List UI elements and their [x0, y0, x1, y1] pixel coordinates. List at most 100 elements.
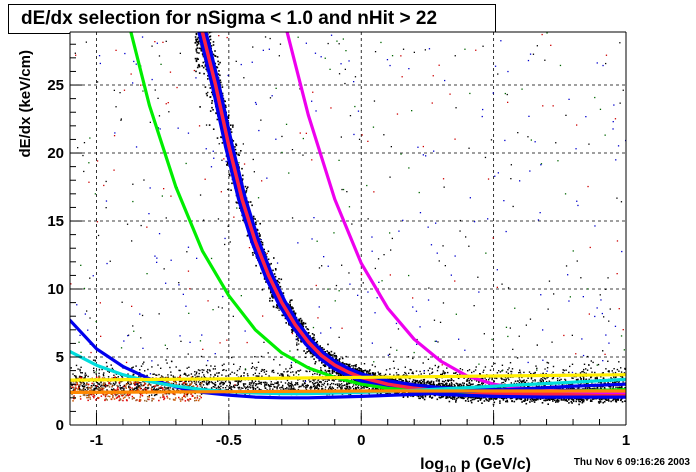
- data-point: [196, 11, 198, 13]
- data-point: [331, 369, 334, 372]
- data-point: [474, 397, 477, 400]
- data-point: [226, 161, 229, 163]
- data-point: [288, 323, 290, 326]
- data-point: [521, 401, 523, 403]
- data-point: [198, 0, 200, 1]
- data-point: [255, 223, 257, 226]
- data-point: [284, 317, 287, 320]
- data-point: [204, 18, 206, 20]
- data-point: [244, 185, 247, 188]
- data-point: [330, 354, 332, 356]
- data-point: [302, 323, 305, 325]
- data-point: [439, 384, 442, 387]
- data-point: [204, 23, 206, 25]
- data-point: [300, 320, 303, 323]
- data-point: [202, 12, 204, 14]
- data-point: [578, 387, 580, 389]
- data-point: [235, 143, 237, 145]
- data-point: [261, 288, 264, 291]
- data-point: [568, 402, 570, 404]
- data-point: [245, 191, 247, 193]
- data-point: [202, 61, 205, 64]
- data-point: [420, 396, 423, 398]
- data-point: [216, 66, 219, 69]
- data-point: [197, 11, 199, 13]
- data-point: [578, 400, 580, 403]
- data-point: [431, 397, 433, 399]
- data-point: [195, 13, 197, 15]
- data-point: [305, 326, 307, 328]
- data-point: [580, 398, 583, 401]
- data-point: [494, 398, 497, 400]
- data-point: [272, 305, 275, 308]
- data-point: [291, 330, 294, 332]
- data-point: [360, 370, 363, 372]
- data-point: [323, 348, 325, 351]
- data-point: [203, 27, 205, 29]
- data-point: [289, 303, 291, 306]
- data-point: [355, 365, 357, 368]
- data-point: [197, 64, 200, 67]
- data-point: [345, 363, 347, 365]
- data-point: [246, 235, 249, 237]
- data-point: [226, 162, 229, 165]
- data-point: [196, 27, 198, 29]
- data-point: [341, 362, 343, 364]
- data-point: [218, 70, 220, 72]
- data-point: [617, 398, 619, 400]
- data-point: [220, 81, 222, 84]
- data-point: [419, 397, 421, 400]
- data-point: [313, 358, 315, 360]
- data-point: [389, 378, 391, 381]
- data-point: [204, 26, 206, 28]
- data-point: [578, 403, 580, 406]
- data-point: [206, 18, 208, 20]
- data-point: [208, 32, 211, 34]
- data-point: [562, 399, 564, 401]
- data-point: [390, 378, 393, 381]
- data-point: [269, 291, 272, 294]
- data-point: [457, 384, 459, 387]
- data-point: [261, 241, 264, 244]
- data-point: [202, 24, 204, 26]
- data-point: [322, 364, 325, 366]
- data-point: [195, 50, 198, 52]
- data-point: [246, 187, 248, 190]
- data-point: [273, 257, 275, 259]
- data-point: [566, 400, 568, 402]
- data-point: [199, 15, 201, 17]
- data-point: [306, 348, 308, 350]
- data-point: [251, 204, 253, 207]
- data-point: [620, 398, 623, 400]
- data-point: [374, 374, 377, 376]
- data-point: [417, 395, 420, 398]
- data-point: [612, 398, 615, 400]
- data-point: [199, 9, 201, 11]
- data-point: [269, 300, 271, 302]
- data-point: [242, 219, 244, 222]
- data-point: [429, 396, 431, 398]
- data-point: [279, 285, 282, 288]
- data-point: [273, 273, 276, 275]
- data-point: [340, 380, 342, 382]
- data-point: [537, 398, 539, 401]
- data-point: [324, 351, 326, 353]
- data-point: [209, 38, 212, 41]
- data-point: [506, 400, 509, 403]
- data-point: [229, 174, 231, 177]
- data-point: [197, 41, 200, 43]
- data-point: [565, 399, 567, 402]
- data-point: [195, 17, 197, 19]
- data-point: [450, 385, 452, 387]
- data-point: [596, 387, 599, 389]
- data-point: [327, 370, 330, 372]
- data-point: [493, 397, 495, 399]
- data-point: [483, 400, 486, 402]
- data-point: [207, 17, 209, 19]
- data-point: [211, 102, 213, 104]
- data-point: [467, 400, 470, 402]
- data-point: [354, 368, 357, 371]
- data-point: [597, 401, 600, 403]
- data-point: [277, 307, 279, 309]
- data-point: [313, 339, 315, 341]
